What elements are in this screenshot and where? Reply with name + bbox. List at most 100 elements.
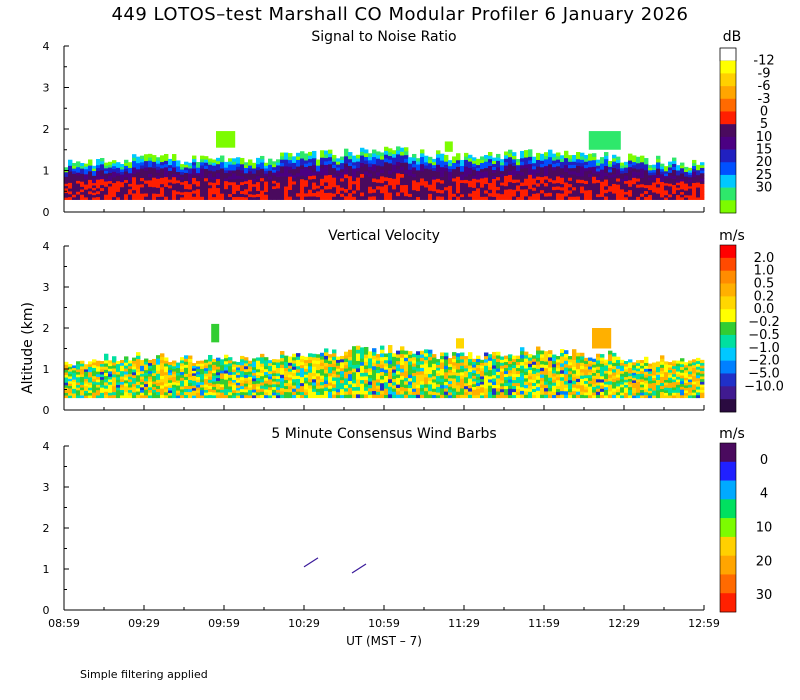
data-cell xyxy=(164,160,169,165)
data-cell xyxy=(264,162,269,166)
data-cell xyxy=(472,358,477,363)
data-cell xyxy=(500,188,505,192)
data-cell xyxy=(356,173,361,178)
data-cell xyxy=(64,384,69,388)
data-cell xyxy=(560,177,565,181)
data-cell xyxy=(368,196,373,200)
data-cell xyxy=(636,187,641,191)
data-cell xyxy=(576,152,581,156)
data-cell xyxy=(312,189,317,194)
data-cell xyxy=(512,186,517,190)
y-tick-label: 1 xyxy=(43,363,50,376)
data-cell xyxy=(564,161,569,166)
data-cell xyxy=(628,384,633,388)
data-cell xyxy=(644,196,649,200)
data-cell xyxy=(524,358,529,362)
data-cell xyxy=(112,391,117,396)
data-cell xyxy=(556,379,561,384)
data-cell xyxy=(484,180,489,185)
data-cell xyxy=(212,386,217,390)
data-cell xyxy=(412,157,417,161)
data-cell xyxy=(180,189,185,193)
data-cell xyxy=(380,182,385,187)
data-cell xyxy=(576,352,581,357)
data-cell xyxy=(304,173,309,177)
data-cell xyxy=(476,355,481,360)
data-cell xyxy=(112,385,117,390)
data-cell xyxy=(168,196,173,200)
data-cell xyxy=(620,389,625,393)
data-cell xyxy=(116,175,121,179)
data-cell xyxy=(200,171,205,175)
data-cell xyxy=(200,371,205,375)
data-cell xyxy=(600,369,605,374)
data-cell xyxy=(548,192,553,197)
data-cell xyxy=(416,381,421,385)
data-cell xyxy=(116,376,121,380)
colorbar-label: −5.0 xyxy=(748,366,780,381)
data-cell xyxy=(536,176,541,180)
data-cell xyxy=(460,394,465,399)
data-cell xyxy=(472,386,477,390)
data-cell xyxy=(236,392,241,396)
data-cell xyxy=(200,395,205,399)
data-cell xyxy=(436,189,441,193)
data-cell xyxy=(140,360,145,364)
data-cell xyxy=(532,379,537,383)
data-cell xyxy=(320,384,325,389)
data-cell xyxy=(540,163,545,168)
data-cell xyxy=(552,186,557,191)
data-cell xyxy=(136,374,141,379)
data-cell xyxy=(692,179,697,183)
data-cell xyxy=(468,387,473,392)
colorbar-swatch xyxy=(720,174,736,188)
data-cell xyxy=(436,386,441,390)
data-cell xyxy=(472,160,477,164)
data-cell xyxy=(428,172,433,176)
data-cell xyxy=(224,388,229,392)
data-cell xyxy=(292,388,297,392)
data-cell xyxy=(356,170,361,175)
data-cell xyxy=(300,379,305,384)
data-cell xyxy=(212,375,217,379)
data-cell xyxy=(536,156,541,160)
data-cell xyxy=(692,394,697,399)
data-cell xyxy=(280,192,285,197)
data-cell xyxy=(288,196,293,200)
data-cell xyxy=(260,356,265,361)
data-cell xyxy=(88,168,93,172)
x-tick-label: 11:29 xyxy=(448,617,480,630)
data-cell xyxy=(504,161,509,166)
data-cell xyxy=(608,196,613,200)
data-cell xyxy=(332,380,337,385)
data-cell xyxy=(380,165,385,170)
data-cell xyxy=(260,382,265,386)
data-cell xyxy=(344,177,349,182)
data-cell xyxy=(496,176,501,181)
data-cell xyxy=(520,361,525,366)
data-cell xyxy=(364,390,369,395)
data-cell xyxy=(504,182,509,187)
data-cell xyxy=(108,194,113,198)
data-cell xyxy=(220,362,225,366)
data-cell xyxy=(72,189,77,193)
data-cell xyxy=(160,375,165,380)
data-cell xyxy=(300,364,305,369)
data-cell xyxy=(620,386,625,390)
data-cell xyxy=(368,364,373,369)
data-cell xyxy=(616,193,621,197)
data-cell xyxy=(120,191,125,195)
data-cell xyxy=(592,166,597,171)
data-cell xyxy=(456,163,461,167)
data-cell xyxy=(480,174,485,179)
data-cell xyxy=(136,156,141,161)
data-cell xyxy=(492,365,497,369)
data-cell xyxy=(516,185,521,189)
data-cell xyxy=(364,379,369,384)
data-cell xyxy=(340,193,345,197)
data-cell xyxy=(528,188,533,193)
data-cell xyxy=(320,164,325,169)
data-cell xyxy=(340,171,345,176)
data-cell xyxy=(600,160,605,164)
data-cell xyxy=(116,366,121,370)
